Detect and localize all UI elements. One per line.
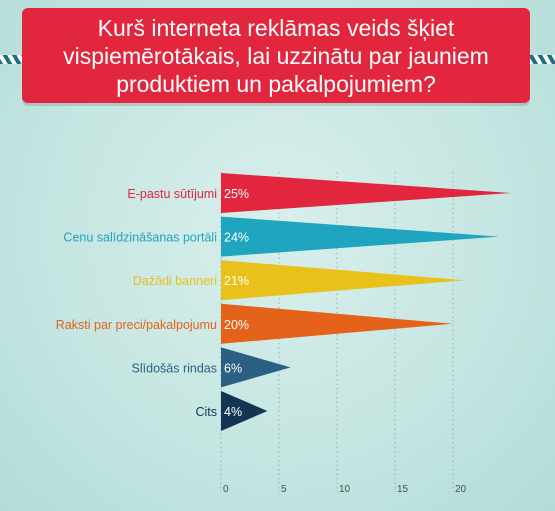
rope-right-decoration (515, 55, 555, 64)
x-tick-label: 5 (281, 484, 287, 495)
category-label: Raksti par preci/pakalpojumu (56, 318, 217, 332)
value-label: 6% (224, 361, 242, 375)
bar (221, 303, 453, 344)
x-tick-label: 15 (397, 484, 409, 495)
bar (221, 216, 500, 257)
value-label: 25% (224, 187, 249, 201)
title-banner: Kurš interneta reklāmas veids šķiet visp… (22, 8, 530, 103)
value-label: 4% (224, 405, 242, 419)
category-label: E-pastu sūtījumi (127, 187, 217, 201)
value-label: 24% (224, 231, 249, 245)
category-label: Cenu salīdzināšanas portāli (63, 231, 217, 245)
category-label: Slīdošās rindas (132, 361, 217, 375)
category-label: Dažādi banneri (133, 274, 217, 288)
bar (221, 391, 268, 431)
x-tick-label: 20 (455, 484, 467, 495)
value-label: 20% (224, 318, 249, 332)
value-label: 21% (224, 274, 249, 288)
x-tick-label: 10 (339, 484, 351, 495)
x-tick-label: 0 (223, 484, 229, 495)
bar (221, 173, 511, 213)
chart-title: Kurš interneta reklāmas veids šķiet visp… (63, 14, 489, 97)
rope-left-decoration (0, 55, 40, 64)
bar (221, 347, 291, 388)
bar (221, 260, 465, 301)
category-label: Cits (195, 405, 217, 419)
